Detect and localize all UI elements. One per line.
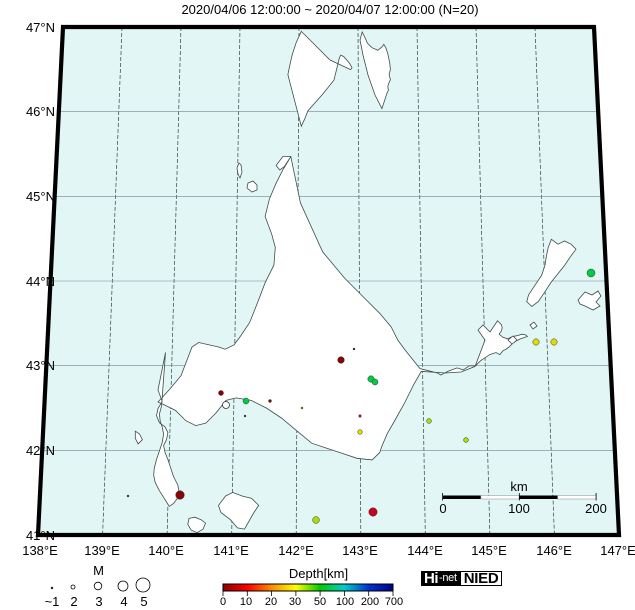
svg-text:Depth[km]: Depth[km] — [289, 566, 348, 581]
svg-text:M: M — [93, 563, 104, 578]
svg-text:km: km — [510, 479, 527, 494]
